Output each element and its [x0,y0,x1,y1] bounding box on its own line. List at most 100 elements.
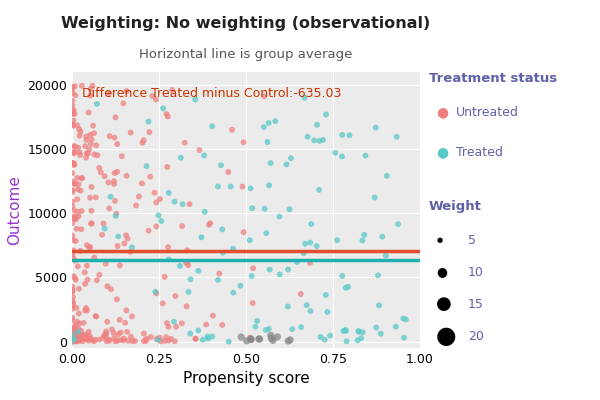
Point [77,333,86,339]
Point [185,330,195,337]
Point [95,272,104,278]
Point [91,194,101,201]
Point [68,198,77,205]
Point [176,154,185,161]
Point [72,226,82,232]
Point [83,334,92,341]
Point [70,83,80,89]
Point [69,149,79,156]
Point [370,194,379,201]
Point [68,338,77,344]
Point [68,121,77,128]
Point [68,337,78,343]
Point [208,123,217,130]
Point [72,328,82,335]
Point [121,320,130,326]
Point [156,338,166,344]
Point [85,146,94,153]
Point [305,260,315,266]
Point [151,288,160,295]
Point [142,336,151,342]
Point [177,223,187,229]
Point [68,306,77,312]
Point [70,338,80,344]
Point [227,126,237,133]
Point [155,196,165,202]
Point [73,263,83,270]
Point [191,335,200,342]
Point [73,318,82,325]
Point [310,137,319,144]
Point [104,205,114,212]
Point [126,129,136,136]
Point [68,162,77,168]
Point [111,213,121,219]
Point [145,174,155,180]
Point [68,338,77,344]
Point [72,336,82,342]
Point [68,288,77,294]
Point [122,88,131,94]
Point [68,328,77,334]
Point [86,141,95,147]
Point [94,165,104,171]
Point [76,187,85,194]
Point [86,86,95,92]
Point [104,338,114,344]
Y-axis label: Outcome: Outcome [7,175,22,245]
Point [68,286,77,293]
Point [70,180,80,187]
Point [73,186,83,192]
Point [100,173,109,180]
Point [68,335,77,342]
Point [109,181,119,187]
Point [164,256,173,262]
Point [83,276,92,283]
Text: Treated: Treated [456,146,503,158]
Point [68,336,77,343]
Point [72,333,82,340]
Point [381,252,391,259]
Point [112,296,122,302]
Text: Untreated: Untreated [456,106,519,118]
Point [68,335,77,341]
Point [255,336,265,342]
Point [371,324,381,331]
Text: Weighting: No weighting (observational): Weighting: No weighting (observational) [61,16,431,31]
Point [75,336,85,342]
Point [74,325,83,332]
Point [271,118,280,124]
Point [113,331,122,338]
Point [68,337,77,344]
Point [77,82,86,89]
Point [303,134,313,140]
Point [318,137,328,143]
Point [354,328,364,334]
Point [332,237,342,243]
Point [70,111,79,117]
Point [358,237,367,244]
Point [70,324,80,330]
Point [200,209,209,215]
Point [194,147,204,153]
Point [245,334,254,341]
Point [82,154,91,161]
Point [72,338,82,344]
Point [80,143,90,150]
Point [68,108,77,115]
Point [73,122,82,129]
Point [68,332,77,338]
Point [398,315,408,322]
Text: Treatment status: Treatment status [429,72,557,85]
Point [338,132,347,138]
Point [184,289,193,295]
Point [70,327,79,334]
Point [68,252,77,258]
Point [79,320,88,326]
Point [109,330,118,336]
X-axis label: Propensity score: Propensity score [182,372,310,386]
Point [68,334,77,341]
Point [72,338,82,344]
Point [236,283,245,289]
Point [68,189,77,195]
